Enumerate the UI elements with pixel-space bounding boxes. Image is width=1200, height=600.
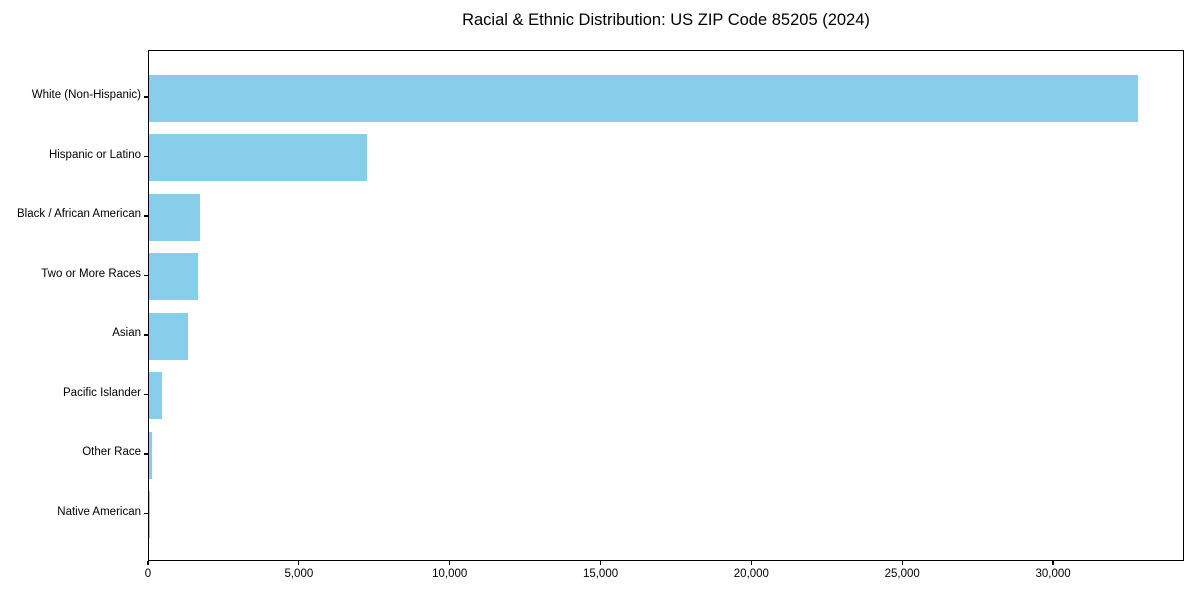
- x-tick-mark: [298, 561, 300, 565]
- y-tick-label: White (Non-Hispanic): [31, 89, 141, 101]
- bar-pacific-islander: [149, 372, 162, 419]
- chart-title: Racial & Ethnic Distribution: US ZIP Cod…: [462, 11, 870, 29]
- x-tick-label: 25,000: [884, 568, 920, 580]
- x-tick-label: 15,000: [582, 568, 619, 580]
- bar-asian: [149, 312, 188, 360]
- y-tick-label: Hispanic or Latino: [48, 148, 141, 161]
- y-tick-label: Two or More Races: [41, 267, 141, 280]
- y-tick-mark: [144, 274, 148, 277]
- y-tick-label: Other Race: [82, 446, 141, 458]
- x-tick-label: 20,000: [733, 568, 769, 580]
- bar-other-race: [149, 431, 152, 479]
- x-tick-label: 5,000: [284, 568, 314, 580]
- x-tick-label: 10,000: [432, 568, 468, 580]
- y-tick-mark: [144, 334, 148, 336]
- bar-hispanic-or-latino: [149, 134, 367, 181]
- x-tick-mark: [750, 561, 752, 565]
- x-tick-mark: [901, 561, 903, 565]
- y-tick-label: Native American: [57, 505, 141, 518]
- y-tick-mark: [144, 453, 148, 455]
- y-tick-mark: [144, 155, 148, 158]
- x-tick-mark: [147, 561, 149, 565]
- y-tick-mark: [144, 393, 148, 396]
- x-tick-mark: [599, 561, 602, 565]
- x-tick-label: 30,000: [1035, 568, 1071, 580]
- x-tick-mark: [449, 561, 451, 565]
- y-tick-mark: [144, 512, 148, 515]
- bar-two-or-more-races: [149, 253, 199, 300]
- x-tick-mark: [1052, 561, 1054, 565]
- plot-area: [148, 50, 1184, 561]
- bar-white-non-hispanic: [149, 74, 1138, 122]
- y-tick-mark: [144, 96, 148, 98]
- y-tick-label: Pacific Islander: [63, 386, 141, 399]
- bar-black-african-american: [149, 193, 201, 241]
- y-tick-label: Black / African American: [17, 208, 141, 220]
- x-tick-label: 0: [144, 568, 152, 580]
- y-tick-mark: [144, 215, 148, 217]
- y-tick-label: Asian: [112, 327, 141, 339]
